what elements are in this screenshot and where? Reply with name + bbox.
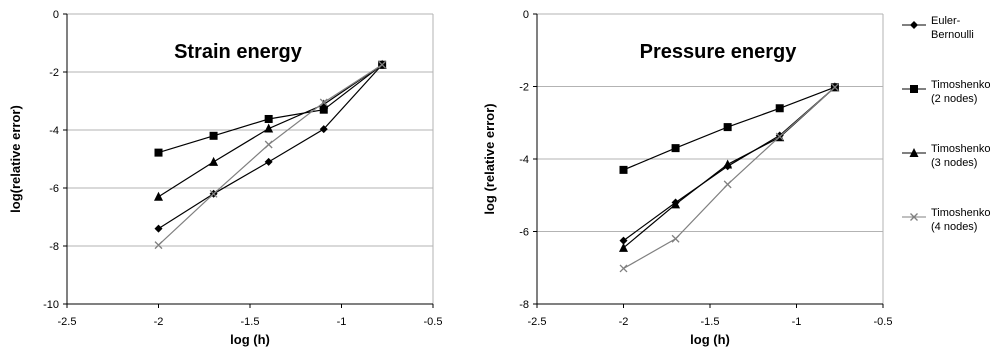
square-marker-icon [902, 85, 926, 93]
x-axis-label: log (h) [230, 332, 270, 347]
legend-label-line1: Euler- [931, 15, 961, 27]
y-tick-label: 0 [53, 9, 59, 21]
data-point-diamond [154, 224, 163, 233]
data-point-triangle [154, 191, 163, 201]
chart-title: Pressure energy [640, 41, 798, 63]
legend: Euler- Bernoulli Timoshenko (2 nodes) Ti… [900, 14, 1000, 270]
data-point-x-stroke [209, 189, 218, 198]
triangle-marker-icon [902, 148, 926, 157]
data-point-x-stroke [723, 180, 732, 189]
data-point-x-stroke [154, 241, 163, 250]
data-point-square [619, 165, 628, 174]
series-x [619, 83, 839, 273]
data-point-x [264, 140, 273, 149]
x-tick-label: -1.5 [241, 316, 260, 328]
data-point-x-stroke [378, 60, 387, 69]
x-axis-label: log (h) [690, 332, 730, 347]
legend-label-line1: Timoshenko [931, 207, 991, 219]
legend-label-line1: Timoshenko [931, 79, 991, 91]
data-point-triangle [209, 156, 219, 166]
y-tick-label: -4 [49, 125, 59, 137]
x-tick-label: -0.5 [424, 316, 443, 328]
x-tick-label: -2 [619, 316, 629, 328]
legend-label-line1: Timoshenko [931, 143, 991, 155]
diamond-marker-icon [902, 21, 926, 29]
data-point-triangle [619, 242, 628, 252]
x-tick-label: -2.5 [58, 316, 77, 328]
series-line [158, 64, 383, 246]
data-point-x-stroke [775, 132, 784, 141]
legend-item-timoshenko-3-nodes: Timoshenko (3 nodes) [900, 142, 1000, 206]
legend-item-timoshenko-2-nodes: Timoshenko (2 nodes) [900, 78, 1000, 142]
series-line [158, 64, 383, 154]
data-point-x-stroke [319, 98, 328, 107]
legend-label-line2: Bernoulli [931, 29, 974, 41]
data-point-x [775, 132, 784, 141]
data-point-x [154, 241, 163, 250]
data-point-square [775, 104, 784, 113]
chart-title: Strain energy [174, 41, 303, 63]
y-tick-label: -8 [49, 241, 59, 253]
data-point-square [671, 144, 680, 153]
x-tick-label: -1 [792, 316, 802, 328]
data-point-x [378, 60, 387, 69]
y-tick-label: -4 [519, 154, 529, 166]
data-point-square [209, 131, 218, 140]
x-tick-label: -1 [337, 316, 347, 328]
series-square [619, 83, 839, 174]
legend-item-timoshenko-4-nodes: Timoshenko (4 nodes) [900, 206, 1000, 270]
series-triangle [619, 82, 840, 252]
data-point-x [723, 180, 732, 189]
x-marker-icon [902, 213, 926, 221]
x-tick-label: -2 [154, 316, 164, 328]
y-axis-label: log(relative error) [8, 105, 23, 213]
data-point-square [264, 114, 273, 123]
y-tick-label: 0 [523, 9, 529, 21]
y-tick-label: -6 [519, 227, 529, 239]
y-tick-label: -2 [519, 82, 529, 94]
y-tick-label: -8 [519, 299, 529, 311]
legend-label-line2: (4 nodes) [931, 221, 978, 233]
data-point-diamond [264, 157, 273, 166]
data-point-x-stroke [830, 83, 839, 92]
y-axis-label: log (relative error) [482, 103, 497, 214]
data-point-x [671, 234, 680, 243]
data-point-x-stroke [671, 234, 680, 243]
data-point-triangle [671, 199, 681, 209]
x-tick-label: -0.5 [874, 316, 893, 328]
y-tick-label: -2 [49, 67, 59, 79]
data-point-square [723, 123, 732, 132]
data-point-x-stroke [264, 140, 273, 149]
data-point-x [830, 83, 839, 92]
data-point-triangle [319, 99, 329, 109]
legend-item-euler-bernoulli: Euler- Bernoulli [900, 14, 1000, 78]
data-point-triangle [723, 159, 733, 169]
strain-energy-chart: 0 -2 -4 -6 -8 -10 -2.5 -2 -1.5 -1 -0.5 log (h) log(r… [8, 9, 442, 347]
data-point-square [319, 105, 328, 114]
series-x [154, 60, 387, 250]
pressure-energy-chart: 0 -2 -4 -6 -8 -2.5 -2 -1.5 -1 -0.5 log (h) log (rel… [482, 9, 892, 347]
data-point-diamond [319, 125, 328, 134]
data-point-x [319, 98, 328, 107]
data-point-x [619, 264, 628, 273]
x-tick-label: -2.5 [528, 316, 547, 328]
legend-label-line2: (2 nodes) [931, 93, 978, 105]
legend-label-line2: (3 nodes) [931, 157, 978, 169]
x-tick-label: -1.5 [701, 316, 720, 328]
data-point-square [154, 148, 163, 157]
data-point-x [209, 189, 218, 198]
data-point-x-stroke [619, 264, 628, 273]
y-tick-label: -10 [43, 299, 59, 311]
data-point-triangle [264, 123, 274, 133]
data-point-diamond [619, 236, 628, 245]
y-tick-label: -6 [49, 183, 59, 195]
